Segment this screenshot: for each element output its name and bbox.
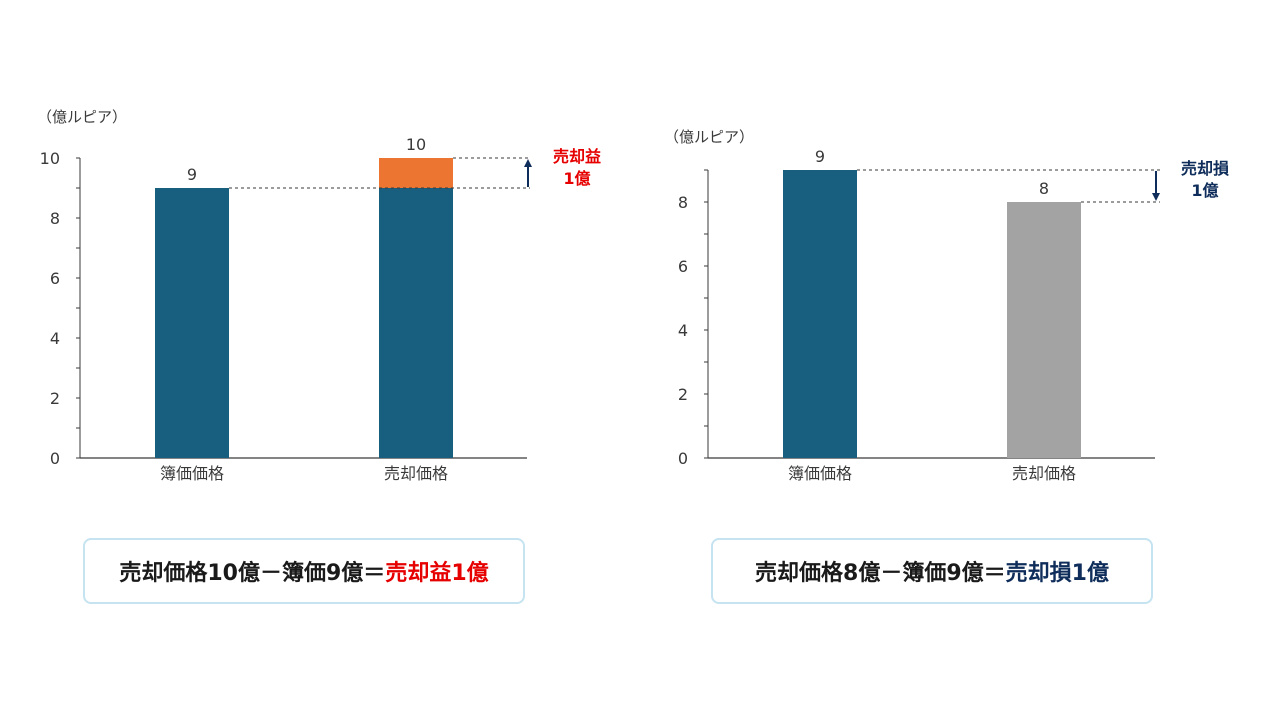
y-tick-label: 2 <box>678 385 688 404</box>
x-tick-label: 簿価価格 <box>788 464 852 483</box>
y-tick-label: 0 <box>50 449 60 468</box>
bar-segment <box>155 188 229 458</box>
x-tick-label: 売却価格 <box>384 464 448 483</box>
formula-gain-text: 売却価格10億－簿価9億＝ <box>119 561 386 586</box>
annotation-label: 売却損 <box>1181 159 1230 178</box>
y-tick-label: 6 <box>50 269 60 288</box>
unit-label: （億ルピア） <box>664 128 754 146</box>
chart-loss: （億ルピア） 0 2 4 6 8 9 簿価価格 8 売却価格 売却損 1億 <box>664 128 1230 483</box>
annotation-label: 1億 <box>563 169 590 188</box>
x-tick-label: 売却価格 <box>1012 464 1076 483</box>
formula-gain-box: 売却価格10億－簿価9億＝ 売却益1億 <box>83 538 525 604</box>
bar-segment <box>379 188 453 458</box>
x-tick-label: 簿価価格 <box>160 464 224 483</box>
data-label: 8 <box>1039 179 1049 198</box>
data-label: 10 <box>406 135 426 154</box>
y-tick-label: 4 <box>50 329 60 348</box>
formula-loss-text: 売却価格8億－簿価9億＝ <box>755 561 1006 586</box>
y-tick-label: 10 <box>40 149 60 168</box>
bar <box>1007 202 1081 458</box>
formula-gain-result: 売却益1億 <box>385 561 489 586</box>
y-tick-label: 2 <box>50 389 60 408</box>
y-tick-label: 8 <box>678 193 688 212</box>
y-tick-label: 4 <box>678 321 688 340</box>
y-tick-label: 0 <box>678 449 688 468</box>
data-label: 9 <box>815 147 825 166</box>
chart-gain: （億ルピア） 0 2 4 6 8 10 9 簿価価格 10 売却価格 売却益 1億 <box>37 108 601 483</box>
annotation-label: 1億 <box>1191 181 1218 200</box>
bar-segment <box>379 158 453 188</box>
data-label: 9 <box>187 165 197 184</box>
arrow-up-icon <box>524 159 532 167</box>
arrow-down-icon <box>1152 193 1160 201</box>
bar <box>783 170 857 458</box>
formula-loss-result: 売却損1億 <box>1005 561 1109 586</box>
y-tick-label: 6 <box>678 257 688 276</box>
formula-loss-box: 売却価格8億－簿価9億＝ 売却損1億 <box>711 538 1153 604</box>
annotation-label: 売却益 <box>553 147 601 166</box>
y-tick-label: 8 <box>50 209 60 228</box>
unit-label: （億ルピア） <box>37 108 127 126</box>
